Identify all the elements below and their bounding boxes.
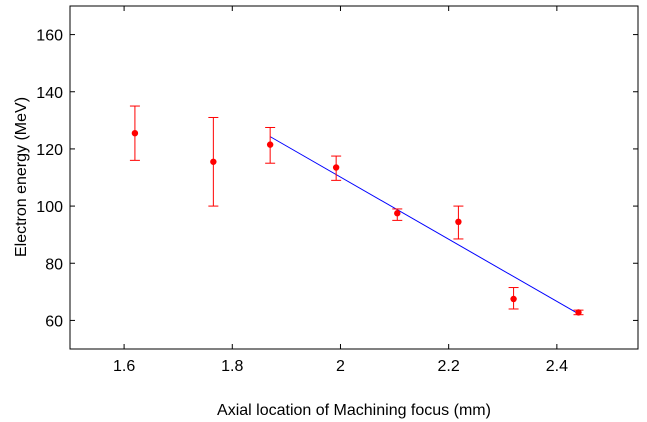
marker: [510, 295, 517, 303]
data-point: [331, 155, 342, 181]
data-point: [453, 205, 464, 240]
data-points-layer: [129, 105, 584, 316]
y-tick-label: 100: [36, 199, 63, 216]
marker: [455, 218, 462, 226]
marker: [575, 309, 582, 316]
y-tick-label: 160: [36, 28, 63, 45]
marker: [266, 141, 274, 148]
plot-frame: [69, 5, 639, 350]
data-point: [265, 126, 276, 164]
y-axis-label: Electron energy (MeV): [13, 97, 30, 257]
fit-line: [269, 136, 579, 315]
y-tick-label: 140: [36, 85, 63, 102]
marker: [332, 164, 340, 171]
marker: [131, 129, 139, 137]
x-tick-label: 1.6: [113, 358, 135, 375]
data-point: [573, 309, 584, 316]
y-tick-label: 120: [36, 142, 63, 159]
marker: [210, 158, 217, 165]
fit-line-layer: [269, 136, 579, 315]
x-tick-label: 2.2: [438, 358, 460, 375]
data-point: [508, 287, 519, 310]
y-tick-label: 80: [45, 256, 63, 273]
y-tick-label: 60: [45, 313, 63, 330]
ticks: 1.6 1.8 2 2.2 2.4 60 80 100 120 140 160: [36, 6, 638, 375]
x-tick-label: 2: [336, 358, 345, 375]
data-point: [208, 116, 219, 207]
x-axis-label: Axial location of Machining focus (mm): [217, 402, 491, 419]
data-point: [129, 105, 140, 161]
data-point: [392, 208, 403, 221]
x-tick-label: 1.8: [221, 358, 243, 375]
x-tick-label: 2.4: [546, 358, 568, 375]
marker: [394, 210, 401, 217]
